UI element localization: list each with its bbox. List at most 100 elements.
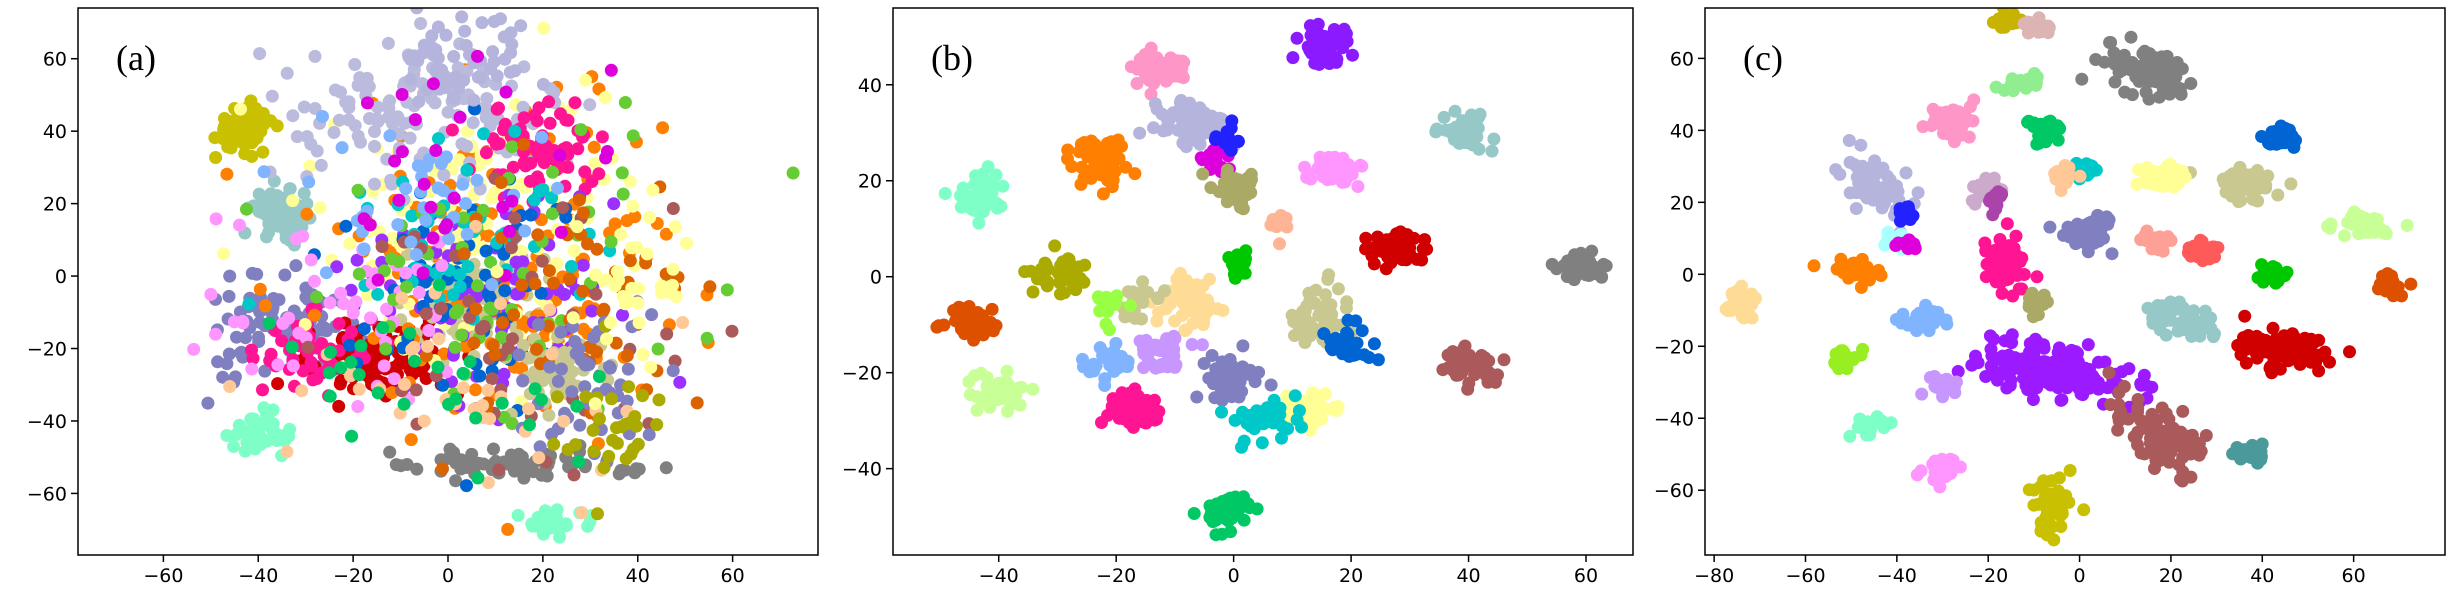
scatter-point	[1175, 309, 1189, 322]
scatter-point	[1225, 361, 1239, 375]
scatter-point	[543, 116, 557, 130]
scatter-point	[1854, 138, 1868, 152]
scatter-point	[720, 283, 734, 297]
scatter-point	[2148, 462, 2161, 475]
scatter-point	[536, 77, 550, 91]
scatter-point	[499, 85, 513, 99]
scatter-point	[2354, 212, 2368, 226]
scatter-point	[483, 291, 497, 305]
scatter-point	[1472, 110, 1486, 124]
scatter-point	[2167, 62, 2181, 76]
scatter-point	[364, 311, 377, 325]
scatter-point	[2159, 328, 2173, 342]
scatter-point	[537, 21, 551, 35]
scatter-point	[419, 307, 433, 321]
scatter-point	[532, 101, 546, 115]
scatter-point	[217, 120, 231, 134]
scatter-point	[511, 508, 525, 522]
scatter-point	[2101, 381, 2114, 395]
scatter-point	[256, 107, 270, 120]
scatter-point	[1471, 121, 1485, 135]
scatter-point	[1298, 160, 1312, 174]
scatter-point	[547, 437, 561, 451]
scatter-point	[1213, 376, 1227, 390]
scatter-point	[1186, 286, 1200, 300]
scatter-point	[388, 154, 402, 168]
scatter-point	[2131, 425, 2145, 439]
scatter-point	[1098, 379, 1112, 392]
scatter-point	[1843, 429, 1857, 443]
scatter-point	[1914, 464, 1928, 478]
scatter-point	[2112, 386, 2126, 400]
x-tick-label: −60	[1785, 565, 1825, 587]
scatter-point	[1000, 364, 1014, 378]
scatter-point	[659, 461, 673, 475]
scatter-point	[412, 286, 426, 300]
scatter-point	[620, 214, 634, 228]
scatter-point	[483, 301, 497, 315]
scatter-point	[2145, 242, 2159, 256]
x-tick-label: −60	[143, 565, 183, 587]
scatter-point	[1107, 293, 1121, 307]
axes-frame	[1704, 7, 2446, 556]
scatter-point	[485, 372, 499, 386]
scatter-point	[553, 530, 566, 544]
scatter-point	[473, 369, 487, 383]
cluster	[490, 183, 693, 411]
scatter-point	[570, 220, 584, 234]
scatter-point	[2343, 345, 2356, 359]
scatter-point	[1135, 312, 1148, 326]
scatter-point	[1807, 259, 1821, 273]
scatter-point	[1979, 171, 1993, 185]
scatter-point	[1286, 51, 1300, 65]
scatter-point	[1147, 121, 1160, 135]
scatter-point	[1840, 358, 1854, 371]
scatter-point	[1989, 247, 2003, 261]
scatter-point	[2032, 11, 2046, 25]
scatter-point	[612, 467, 626, 481]
scatter-point	[1001, 378, 1015, 392]
scatter-point	[589, 268, 603, 282]
scatter-point	[216, 370, 230, 384]
cluster	[2231, 309, 2356, 380]
scatter-point	[1984, 342, 1998, 356]
cluster	[1545, 244, 1613, 287]
scatter-point	[1195, 338, 1209, 352]
scatter-point	[603, 361, 617, 375]
scatter-point	[530, 342, 543, 356]
scatter-point	[1118, 401, 1132, 415]
scatter-point	[536, 527, 550, 541]
scatter-point	[463, 355, 477, 369]
scatter-point	[306, 373, 320, 387]
scatter-point	[1318, 154, 1331, 168]
scatter-point	[2184, 77, 2198, 90]
cluster	[1893, 200, 1920, 228]
scatter-point	[1866, 165, 1880, 179]
scatter-point	[587, 330, 601, 344]
scatter-point	[557, 414, 571, 428]
scatter-point	[2141, 301, 2155, 315]
scatter-point	[645, 308, 659, 322]
scatter-point	[1155, 358, 1168, 371]
scatter-point	[2040, 515, 2054, 529]
scatter-point	[2142, 92, 2156, 106]
scatter-point	[398, 377, 411, 391]
scatter-point	[2208, 327, 2221, 341]
scatter-point	[1119, 160, 1133, 174]
scatter-point	[1861, 419, 1875, 432]
scatter-point	[304, 253, 318, 267]
scatter-point	[2191, 240, 2205, 254]
scatter-point	[516, 459, 530, 473]
scatter-point	[1865, 191, 1879, 205]
scatter-point	[395, 88, 409, 101]
scatter-point	[305, 359, 319, 373]
scatter-point	[609, 336, 623, 350]
scatter-points	[187, 8, 800, 544]
scatter-point	[1911, 186, 1925, 200]
scatter-point	[1306, 415, 1320, 429]
cluster	[2251, 258, 2294, 290]
scatter-point	[187, 342, 201, 356]
scatter-point	[432, 332, 446, 346]
cluster	[2141, 295, 2221, 344]
scatter-point	[1985, 360, 1999, 374]
